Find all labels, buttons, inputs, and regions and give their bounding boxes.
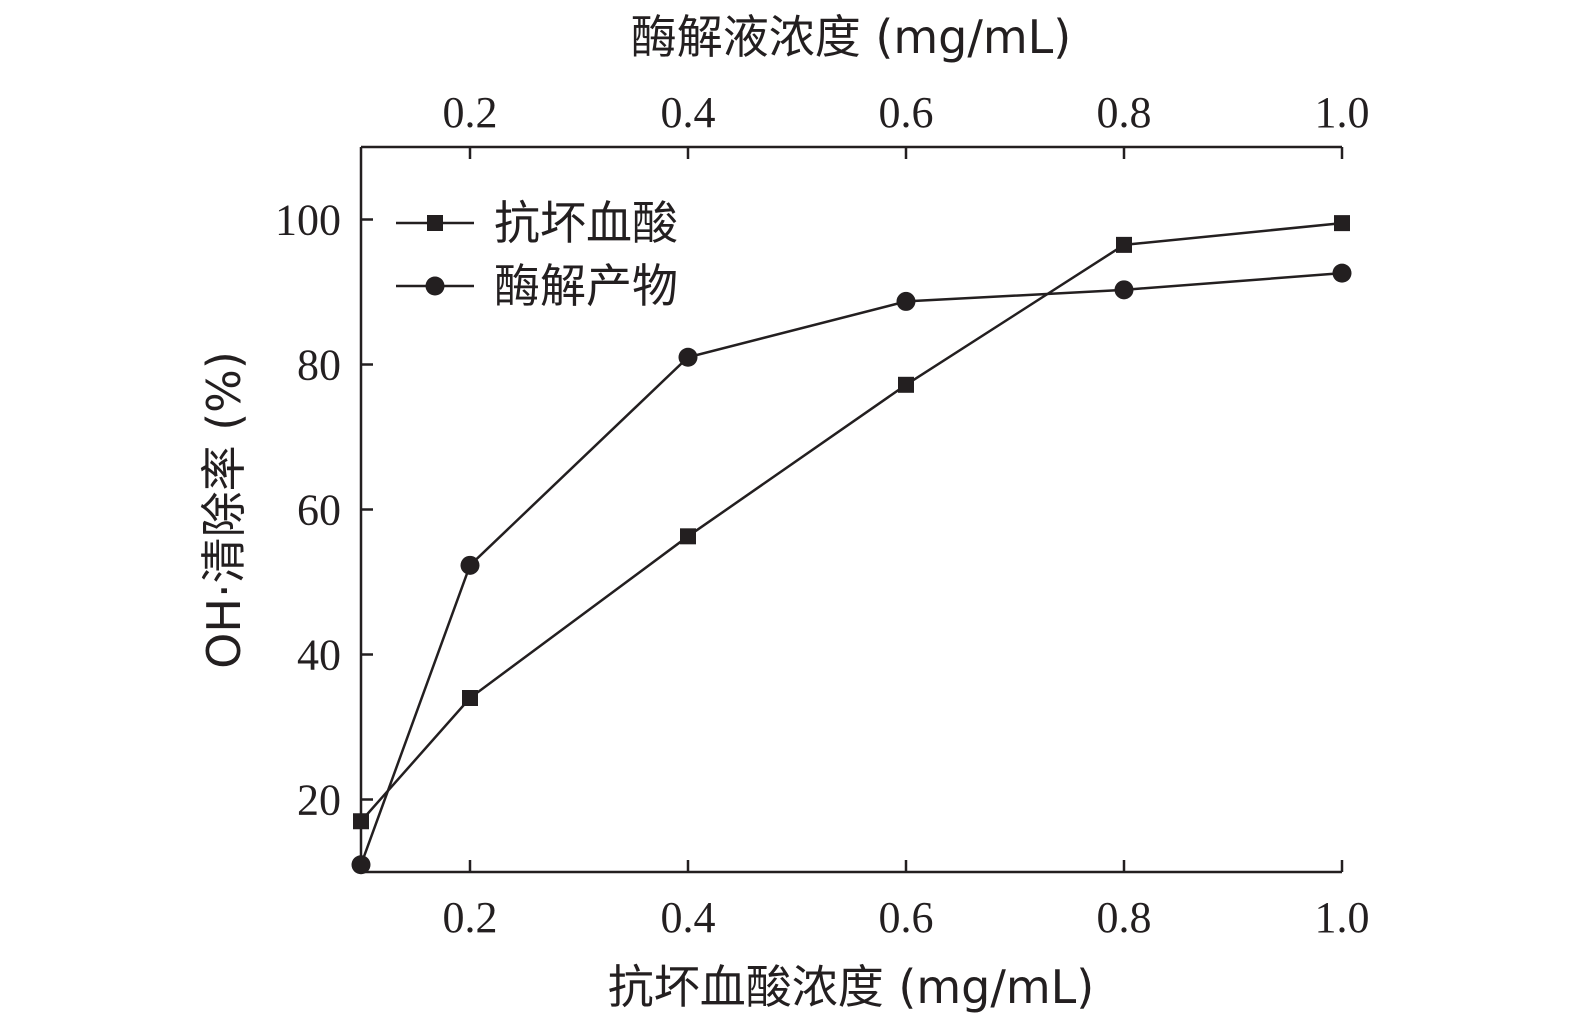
series-line xyxy=(360,221,1343,823)
legend-label: 酶解产物 xyxy=(494,259,678,313)
data-point-circle xyxy=(678,347,698,367)
axis-ticks: 0.2 0.2 0.4 0.4 0.6 0.6 0.8 0.8 1.0 1.0 20 40 60 80 10… xyxy=(275,88,1370,942)
data-point-circle xyxy=(425,276,445,296)
y-tick-label: 60 xyxy=(297,486,341,535)
x-tick-label-top: 1.0 xyxy=(1315,88,1370,137)
x-tick-label-bottom: 0.2 xyxy=(443,893,498,942)
data-point-square xyxy=(898,376,914,393)
y-tick-label: 100 xyxy=(275,196,341,245)
x-tick-label-top: 0.4 xyxy=(661,88,716,137)
x-tick-label-bottom: 0.8 xyxy=(1097,893,1152,942)
y-axis-title: OH·清除率 (%) xyxy=(197,351,251,669)
data-point-circle xyxy=(351,855,371,875)
data-point-square xyxy=(1116,236,1132,253)
data-point-square xyxy=(427,215,443,231)
legend-item: 酶解产物 xyxy=(396,259,678,313)
y-tick-label: 20 xyxy=(297,776,341,825)
data-point-circle xyxy=(460,555,480,575)
x-tick-label-bottom: 1.0 xyxy=(1315,893,1370,942)
x-tick-label-top: 0.2 xyxy=(443,88,498,137)
x-tick-label-bottom: 0.4 xyxy=(661,893,716,942)
x-axis-title-bottom: 抗坏血酸浓度 (mg/mL) xyxy=(608,960,1094,1014)
x-tick-label-top: 0.6 xyxy=(879,88,934,137)
legend-item: 抗坏血酸 xyxy=(396,196,678,250)
data-point-circle xyxy=(1114,280,1134,300)
data-point-square xyxy=(680,528,696,545)
data-point-square xyxy=(353,813,369,830)
data-point-square xyxy=(462,690,478,706)
series-1 xyxy=(353,215,1350,830)
data-point-square xyxy=(1334,215,1350,232)
y-tick-label: 80 xyxy=(297,341,341,390)
data-point-circle xyxy=(1332,263,1352,283)
plot-frame xyxy=(359,145,1342,874)
x-tick-label-bottom: 0.6 xyxy=(879,893,934,942)
x-axis-title-top: 酶解液浓度 (mg/mL) xyxy=(631,10,1071,64)
legend-label: 抗坏血酸 xyxy=(494,196,678,250)
series-layer xyxy=(351,215,1352,875)
x-tick-label-top: 0.8 xyxy=(1097,88,1152,137)
series-2 xyxy=(351,263,1352,875)
series-line xyxy=(359,271,1343,866)
y-tick-label: 40 xyxy=(297,631,341,680)
data-point-circle xyxy=(896,291,916,311)
